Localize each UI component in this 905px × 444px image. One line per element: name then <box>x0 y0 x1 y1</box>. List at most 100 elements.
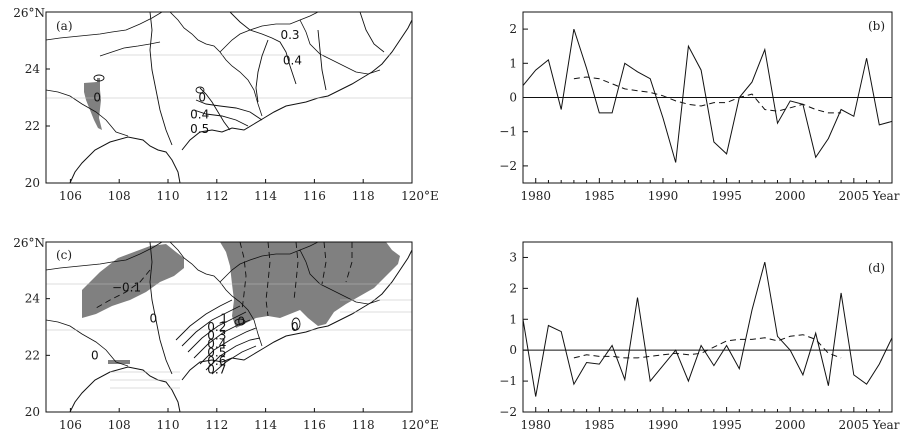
y-tick-label: 0 <box>509 343 517 357</box>
panel-d: (d) 1980 1985 1990 1995 2000 2005 Year 3 2 1 0 −1 −2 <box>499 241 900 432</box>
y-tick-label: −1 <box>499 125 517 139</box>
panel-c-axes: 106 108 110 112 114 116 118 120°E 20 22 24 26°N <box>13 236 439 432</box>
map-x-tick-label: 108 <box>108 418 131 432</box>
y-tick-label: 2 <box>509 22 517 36</box>
contour-label: 0 <box>291 320 299 334</box>
panel-c-shaded-area-west <box>82 244 184 318</box>
map-y-tick-label: 22 <box>25 119 40 133</box>
panel-a: 0.30.40 00.40.5 (a) 106 108 110 112 114 116 118… <box>13 6 439 203</box>
y-tick-label: 3 <box>509 250 517 264</box>
contour-label: 0 <box>237 314 245 328</box>
panel-c-boundaries <box>46 242 381 367</box>
map-x-tick-label: 110 <box>157 418 180 432</box>
map-x-tick-label: 114 <box>254 418 277 432</box>
panel-a-contours <box>149 12 385 146</box>
x-axis-label: Year <box>872 189 900 203</box>
year-tick-label: 1980 <box>520 189 551 203</box>
map-x-tick-label: 112 <box>205 189 228 203</box>
panel-c-solid-contours <box>149 242 261 375</box>
contour-label: 1 <box>220 312 228 326</box>
panel-d-frame <box>522 241 893 413</box>
map-x-tick-label: 116 <box>303 189 326 203</box>
y-tick-label: 1 <box>509 56 517 70</box>
panel-c-zero-ring <box>234 318 246 326</box>
panel-a-zero-ring-west <box>93 74 105 82</box>
panel-a-shaded-area <box>84 78 102 130</box>
contour-label: 0.5 <box>190 122 209 136</box>
y-tick-label: −1 <box>499 374 517 388</box>
map-x-tick-label: 120°E <box>401 189 439 203</box>
index-series-line <box>523 261 892 397</box>
year-tick-label: 2000 <box>775 418 806 432</box>
panel-a-boundaries <box>46 12 381 137</box>
smoothed-series-line <box>573 334 842 359</box>
year-tick-label: 1980 <box>520 418 551 432</box>
contour-label: 0.3 <box>280 28 299 42</box>
map-y-tick-label: 24 <box>25 292 41 306</box>
panel-c-coastline <box>69 249 412 412</box>
map-x-tick-label: 112 <box>205 418 228 432</box>
year-tick-label: 1985 <box>584 418 615 432</box>
panel-c-label: (c) <box>56 248 72 262</box>
index-series-line <box>523 28 892 163</box>
panel-a-contour-labels: 0.30.40 00.40.5 <box>93 28 302 136</box>
panel-c-zero-ring-east <box>291 317 301 331</box>
map-x-tick-label: 120°E <box>401 418 439 432</box>
map-x-tick-label: 114 <box>254 189 277 203</box>
contour-label: 0.2 <box>207 320 226 334</box>
panel-a-coastline <box>69 19 412 183</box>
y-tick-label: −2 <box>499 159 517 173</box>
contour-label: 0 <box>150 312 158 326</box>
year-tick-label: 1990 <box>648 189 679 203</box>
panel-b-axes: 1980 1985 1990 1995 2000 2005 Year 2 1 0 −1 −2 <box>499 22 899 203</box>
panel-a-frame <box>45 11 413 184</box>
map-y-tick-label: 22 <box>25 348 40 362</box>
year-tick-label: 1990 <box>648 418 679 432</box>
contour-label: 0.3 <box>207 329 226 343</box>
panel-c-shaded-area-east <box>220 242 400 328</box>
map-x-tick-label: 106 <box>59 418 82 432</box>
year-tick-label: 2005 <box>839 189 870 203</box>
map-y-tick-label: 20 <box>25 405 40 419</box>
contour-label: 0.5 <box>207 346 226 360</box>
panel-c-frame <box>45 241 413 413</box>
contour-label: 0 <box>91 348 99 362</box>
panel-b-label: (b) <box>868 19 885 33</box>
map-x-tick-label: 118 <box>352 418 375 432</box>
panel-c-map <box>46 242 412 412</box>
panel-d-plot <box>523 261 892 397</box>
map-y-tick-label: 26°N <box>13 236 45 250</box>
y-tick-label: 2 <box>509 281 517 295</box>
map-y-tick-label: 26°N <box>13 6 45 20</box>
map-y-tick-label: 20 <box>25 176 40 190</box>
map-x-tick-label: 110 <box>157 189 180 203</box>
panel-d-axes: 1980 1985 1990 1995 2000 2005 Year 3 2 1 0 −1 −2 <box>499 250 899 432</box>
map-y-tick-label: 24 <box>25 62 41 76</box>
y-tick-label: 1 <box>509 312 517 326</box>
panel-a-grid-lines <box>46 54 412 99</box>
year-tick-label: 1995 <box>711 418 742 432</box>
panel-a-axes: 106 108 110 112 114 116 118 120°E 20 22 24 26°N <box>13 6 439 203</box>
panel-a-map <box>46 12 412 183</box>
map-x-tick-label: 118 <box>352 189 375 203</box>
year-tick-label: 1995 <box>711 189 742 203</box>
x-axis-label: Year <box>872 418 900 432</box>
map-x-tick-label: 106 <box>59 189 82 203</box>
panel-b: (b) 1980 1985 1990 1995 2000 2005 Year 2 1 0 −1 −2 <box>499 11 900 203</box>
y-tick-label: 0 <box>509 91 517 105</box>
panel-a-zero-ring-east <box>195 86 205 94</box>
contour-label: 0.6 <box>207 354 226 368</box>
panel-d-label: (d) <box>868 261 885 275</box>
panel-c-shaded-area-south <box>108 360 130 364</box>
panel-a-label: (a) <box>56 19 73 33</box>
year-tick-label: 2005 <box>839 418 870 432</box>
contour-label: 0 <box>93 91 101 105</box>
contour-label: 0.7 <box>207 363 226 377</box>
y-tick-label: −2 <box>499 405 517 419</box>
contour-label: 0.4 <box>283 53 302 67</box>
year-tick-label: 2000 <box>775 189 806 203</box>
map-x-tick-label: 108 <box>108 189 131 203</box>
